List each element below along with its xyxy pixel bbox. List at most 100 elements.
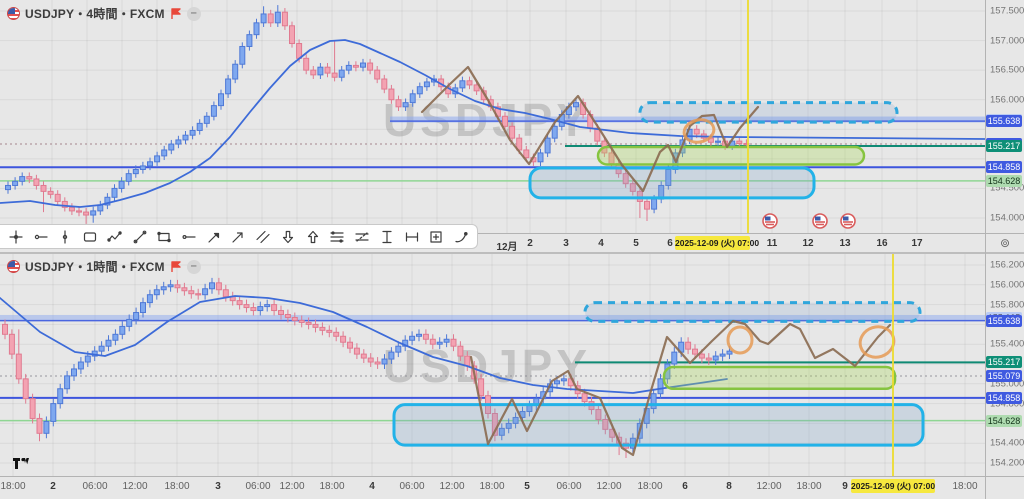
- arrow-up-tool-button[interactable]: [301, 226, 325, 247]
- price-axis-tick: 156.200: [990, 259, 1024, 271]
- parallel-channel-tool-button[interactable]: [251, 226, 275, 247]
- price-level-label: 155.217: [986, 356, 1022, 369]
- time-axis-label: 16: [876, 238, 888, 249]
- arrow-marker-tool-button[interactable]: [202, 226, 226, 247]
- time-axis-label: 6: [667, 238, 673, 249]
- chart-legend-4h: USDJPY・4時間・FXCM –: [7, 5, 201, 22]
- price-axis-4h[interactable]: 157.500 157.000 156.500 156.000 154.500 154.0…: [985, 0, 1024, 233]
- price-axis-tick: 154.400: [990, 437, 1024, 449]
- cyan-box[interactable]: [392, 403, 925, 447]
- orange-circle-annotation[interactable]: [682, 117, 716, 145]
- chart-title-4h: USDJPY・4時間・FXCM: [25, 7, 165, 21]
- green-box[interactable]: [596, 145, 866, 166]
- time-axis-label: 18:00: [479, 481, 505, 492]
- pane-separator[interactable]: [0, 252, 1024, 254]
- gridlines: [0, 0, 985, 233]
- fib-channel-tool-button[interactable]: [350, 226, 374, 247]
- time-axis-label: 9: [842, 481, 848, 492]
- chart-canvas-1h[interactable]: USDJPY: [0, 254, 985, 476]
- rectangle-tool-button[interactable]: [152, 226, 176, 247]
- fixed-range-tool-button[interactable]: [424, 226, 448, 247]
- drawing-toolbar: [0, 224, 478, 249]
- red-flag-icon[interactable]: [170, 260, 182, 273]
- time-axis-label: 18:00: [0, 481, 26, 492]
- time-axis-label: 17: [911, 238, 923, 249]
- collapse-pane-button[interactable]: –: [186, 6, 201, 21]
- time-axis-label: 12:00: [122, 481, 148, 492]
- horizontal-line-tool-button[interactable]: [29, 226, 53, 247]
- collapse-pane-button[interactable]: –: [186, 259, 201, 274]
- moving-average-line[interactable]: [0, 295, 728, 394]
- vertical-line-tool-button[interactable]: [53, 226, 77, 247]
- economic-event-flag[interactable]: [812, 213, 828, 229]
- time-axis-label: 13: [839, 238, 851, 249]
- dashed-cyan-box[interactable]: [583, 301, 922, 323]
- time-axis-1h[interactable]: 18:00 2 06:00 12:00 18:00 3 06:00 12:00 18:00 4 06…: [0, 476, 985, 499]
- price-axis-tick: 156.000: [990, 279, 1024, 291]
- time-axis-label: 18:00: [164, 481, 190, 492]
- red-flag-icon[interactable]: [170, 7, 182, 20]
- dashed-cyan-box[interactable]: [638, 101, 899, 124]
- time-axis-label: 18:00: [796, 481, 822, 492]
- price-axis-1h[interactable]: 156.200 156.000 155.800 155.400 155.000154.8…: [985, 254, 1024, 476]
- arrow-tool-button[interactable]: [227, 226, 251, 247]
- price-level-label: 154.628: [986, 174, 1022, 187]
- crosshair-tool-button[interactable]: [4, 226, 28, 247]
- economic-event-flag[interactable]: [762, 213, 778, 229]
- us-flag-icon: [7, 7, 20, 20]
- price-axis-tick: 157.500: [990, 5, 1024, 17]
- price-axis-tick: 155.400: [990, 338, 1024, 350]
- time-axis-label: 2: [527, 238, 533, 249]
- price-level-label: 154.858: [986, 161, 1022, 174]
- chart-section-4h: USDJPY USDJPY・4時間・FXCM – 12月 2 3 4 5 6 11 12 13 1…: [0, 0, 1024, 253]
- time-axis-label: 6: [682, 481, 688, 492]
- time-axis-label: 8: [726, 481, 732, 492]
- time-axis-settings-icon[interactable]: ⊚: [999, 236, 1011, 250]
- price-level-label: 154.628: [986, 414, 1022, 427]
- time-axis-label: 2: [50, 481, 56, 492]
- fib-retracement-tool-button[interactable]: [326, 226, 350, 247]
- time-axis-border: [0, 233, 1024, 234]
- time-axis-label: 06:00: [556, 481, 582, 492]
- time-axis-label: 5: [524, 481, 530, 492]
- chart-canvas-4h[interactable]: USDJPY: [0, 0, 985, 233]
- arrow-down-tool-button[interactable]: [276, 226, 300, 247]
- economic-event-flag[interactable]: [840, 213, 856, 229]
- time-axis-4h[interactable]: 12月 2 3 4 5 6 11 12 13 16 17 2025-12-09 (火) 07:00: [0, 233, 985, 253]
- time-axis-label: 11: [766, 238, 778, 249]
- tradingview-logo[interactable]: [13, 458, 29, 469]
- green-box[interactable]: [662, 365, 897, 391]
- time-axis-label: 12:00: [279, 481, 305, 492]
- hand-drawn-projection-line[interactable]: [469, 319, 892, 457]
- time-axis-label: 06:00: [82, 481, 108, 492]
- brush-tool-button[interactable]: [449, 226, 473, 247]
- time-axis-label: 18:00: [319, 481, 345, 492]
- price-axis-tick: 154.500: [990, 182, 1024, 194]
- time-axis-label: 12月: [496, 242, 518, 253]
- moving-average-line[interactable]: [0, 39, 985, 208]
- price-axis-tick: 154.000: [990, 212, 1024, 224]
- price-axis-tick: 154.200: [990, 457, 1024, 469]
- price-axis-tick: 156.000: [990, 94, 1024, 106]
- date-range-tool-button[interactable]: [400, 226, 424, 247]
- annotation-boxes: [528, 101, 899, 200]
- zigzag-tool-button[interactable]: [103, 226, 127, 247]
- price-axis-tick: 155.000: [990, 378, 1024, 390]
- text-callout-tool-button[interactable]: [78, 226, 102, 247]
- horizontal-ray-tool-button[interactable]: [177, 226, 201, 247]
- time-axis-label: 3: [563, 238, 569, 249]
- orange-circle-annotation[interactable]: [726, 325, 754, 355]
- price-axis-tick: 156.500: [990, 64, 1024, 76]
- price-range-tool-button[interactable]: [375, 226, 399, 247]
- time-axis-label: 18:00: [637, 481, 663, 492]
- time-axis-label: 06:00: [399, 481, 425, 492]
- trend-line-tool-button[interactable]: [128, 226, 152, 247]
- time-axis-label: 12:00: [756, 481, 782, 492]
- price-level-label: 155.079: [986, 369, 1022, 382]
- time-axis-label: 5: [633, 238, 639, 249]
- hand-drawn-projection-line[interactable]: [420, 65, 760, 193]
- price-level-label: 154.858: [986, 391, 1022, 404]
- chart-section-1h: USDJPY USDJPY・1時間・FXCM – 18:00 2 06:00 12:0…: [0, 254, 1024, 499]
- cyan-box[interactable]: [528, 166, 816, 200]
